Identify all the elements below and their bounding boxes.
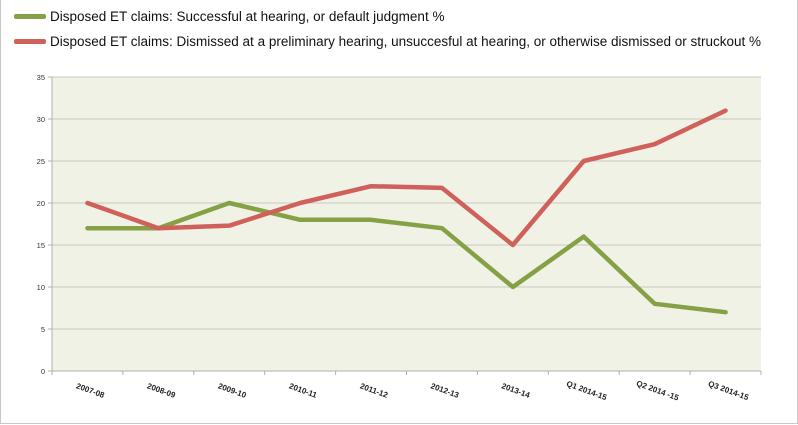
- legend-swatch-green: [14, 14, 46, 19]
- y-tick-label: 30: [37, 115, 45, 124]
- x-tick-label: 2011-12: [359, 381, 390, 400]
- x-tick-label: Q3 2014-15: [707, 379, 750, 402]
- y-tick-label: 5: [41, 325, 45, 334]
- x-tick-label: 2010-11: [288, 381, 319, 400]
- x-tick-label: Q1 2014-15: [565, 379, 608, 402]
- x-tick-label: 2009-10: [217, 381, 248, 400]
- series-line-1: [85, 108, 728, 248]
- legend-item-successful: Disposed ET claims: Successful at hearin…: [14, 9, 444, 24]
- legend-label: Disposed ET claims: Dismissed at a preli…: [50, 34, 762, 49]
- series-line-0: [85, 200, 728, 315]
- y-tick-label: 25: [37, 157, 45, 166]
- x-tick-label: 2007-08: [75, 381, 106, 400]
- x-tick-label: Q2 2014 -15: [635, 379, 680, 403]
- y-tick-label: 20: [37, 199, 45, 208]
- x-tick-label: 2008-09: [146, 381, 177, 400]
- y-tick-label: 10: [37, 283, 45, 292]
- legend-swatch-red: [14, 39, 46, 44]
- x-tick-label: 2013-14: [500, 381, 531, 400]
- y-tick-label: 35: [37, 73, 45, 82]
- y-tick-label: 0: [41, 367, 45, 376]
- x-tick-label: 2012-13: [429, 381, 460, 400]
- y-tick-label: 15: [37, 241, 45, 250]
- legend-label: Disposed ET claims: Successful at hearin…: [50, 9, 445, 24]
- legend-item-dismissed: Disposed ET claims: Dismissed at a preli…: [14, 34, 761, 49]
